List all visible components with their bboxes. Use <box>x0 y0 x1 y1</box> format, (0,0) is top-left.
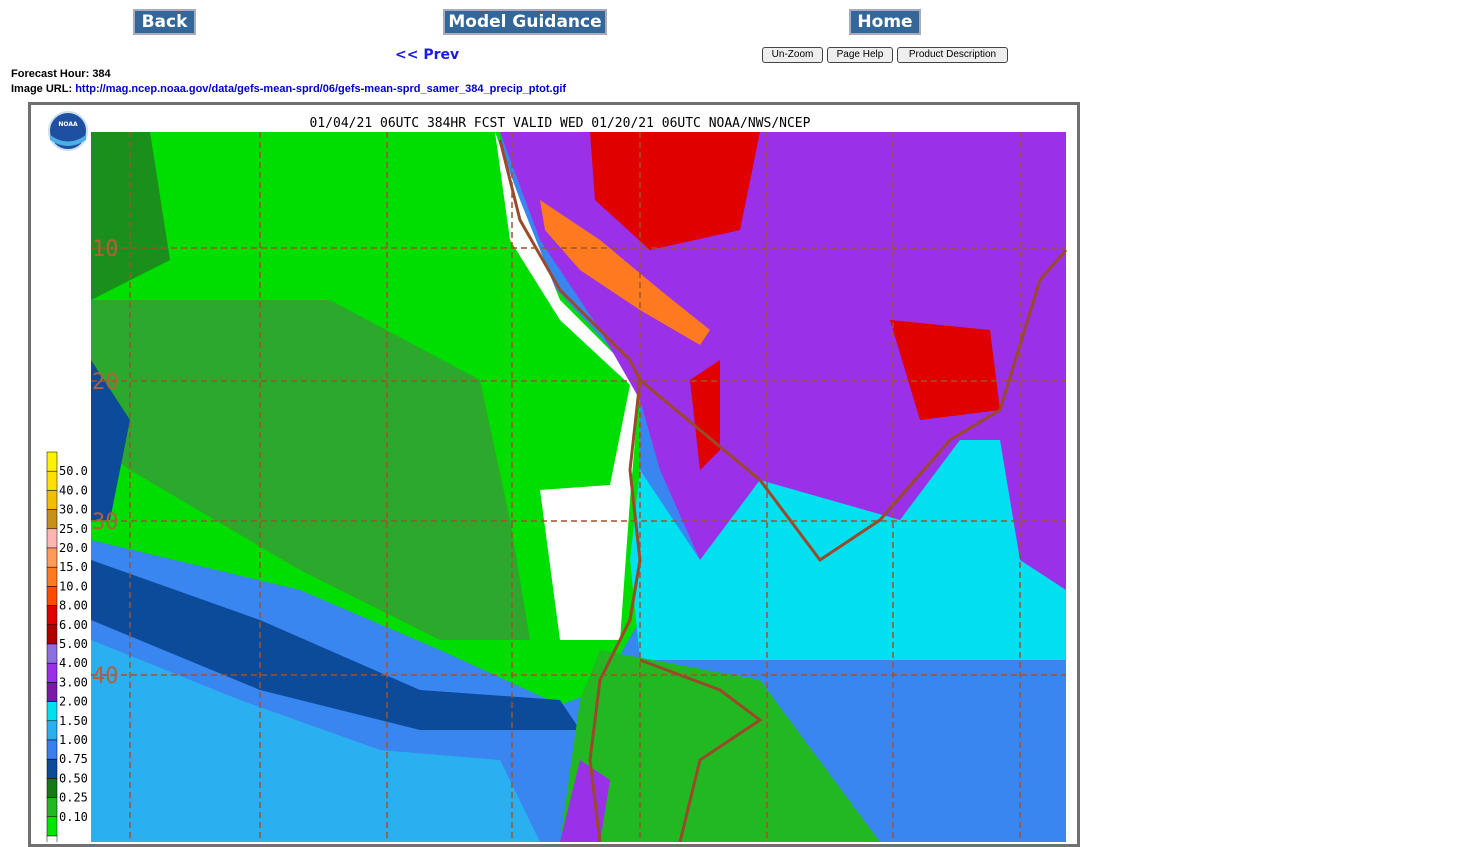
coastline <box>498 139 1068 842</box>
legend-label: 0.50 <box>59 771 88 785</box>
orange-band <box>540 200 710 345</box>
legend-label: 40.0 <box>59 483 88 497</box>
unzoom-button[interactable]: Un-Zoom <box>762 47 823 63</box>
product-description-button[interactable]: Product Description <box>897 47 1008 63</box>
page-help-button[interactable]: Page Help <box>827 47 893 63</box>
legend-swatch <box>46 701 58 722</box>
home-button[interactable]: Home <box>849 9 921 35</box>
legend-swatch <box>46 739 58 760</box>
legend-swatch <box>46 566 58 587</box>
legend-label: 30.0 <box>59 503 88 517</box>
red-southeast <box>890 320 1000 420</box>
light-blue-area <box>91 640 540 842</box>
cyan-region <box>630 440 1066 660</box>
legend-label: 20.0 <box>59 541 88 555</box>
legend-swatch <box>46 778 58 798</box>
legend-swatch <box>46 451 58 472</box>
legend-swatch <box>46 490 58 510</box>
legend-label: 0.75 <box>59 752 88 766</box>
legend-swatch <box>46 816 58 837</box>
legend-swatch <box>46 605 58 626</box>
legend-swatch <box>46 470 58 491</box>
logo: NOAA <box>48 111 88 151</box>
legend-swatch <box>46 682 58 702</box>
legend-swatch <box>46 720 58 741</box>
prev-link[interactable]: << Prev <box>395 47 460 63</box>
legend-swatch <box>46 835 58 842</box>
legend-label: 0.10 <box>59 810 88 824</box>
lat-label: 20 <box>92 370 119 395</box>
legend-label: 4.00 <box>59 656 88 670</box>
grid <box>91 132 1066 842</box>
legend-swatch <box>46 509 58 530</box>
legend: 50.0 40.0 30.0 25.0 20.0 15.0 10.0 8.00 6.00 5.00… <box>46 451 88 842</box>
legend-label: 25.0 <box>59 522 88 536</box>
value: 384 <box>92 68 111 80</box>
offshore-purple <box>1000 400 1066 590</box>
red-north <box>590 132 760 250</box>
lat-label: 30 <box>92 510 119 535</box>
lat-label: 10 <box>92 237 119 262</box>
legend-swatch <box>46 662 58 683</box>
legend-label: 50.0 <box>59 464 88 478</box>
legend-label: 2.00 <box>59 695 88 709</box>
legend-label: 8.00 <box>59 599 88 613</box>
url-link[interactable]: http://mag.ncep.noaa.gov/data/gefs-mean-… <box>75 83 567 95</box>
legend-label: 1.50 <box>59 714 88 728</box>
lat-label: 40 <box>92 664 119 689</box>
legend-label: 0.25 <box>59 791 88 805</box>
mid-green-region <box>91 300 530 640</box>
legend-swatch <box>46 643 58 664</box>
label: Forecast Hour: <box>11 68 90 80</box>
legend-label: 10.0 <box>59 579 88 593</box>
legend-swatch <box>46 758 58 779</box>
back-button[interactable]: Back <box>133 9 196 35</box>
legend-label: 1.00 <box>59 733 88 747</box>
legend-swatch <box>46 547 58 568</box>
model-guidance-button[interactable]: Model Guidance <box>443 9 607 35</box>
logo-text: NOAA <box>58 121 78 128</box>
forecast-hour: Forecast Hour: 384 <box>11 68 111 80</box>
legend-label: 15.0 <box>59 560 88 574</box>
legend-swatch <box>46 528 58 549</box>
legend-swatch <box>46 624 58 645</box>
dark-blue-band <box>91 560 580 730</box>
map-title: 01/04/21 06UTC 384HR FCST VALID WED 01/2… <box>310 116 811 131</box>
dark-blue-area <box>91 360 130 520</box>
legend-label: 3.00 <box>59 675 88 689</box>
image-url: Image URL: http://mag.ncep.noaa.gov/data… <box>11 83 566 95</box>
legend-swatch <box>46 797 58 818</box>
precip-field <box>91 132 1066 842</box>
legend-label: 6.00 <box>59 618 88 632</box>
label: Image URL: <box>11 83 73 95</box>
legend-swatch <box>46 586 58 606</box>
legend-label: 5.00 <box>59 637 88 651</box>
red-patch <box>690 360 720 470</box>
logo-wave <box>50 135 86 146</box>
dry-region <box>495 132 640 640</box>
